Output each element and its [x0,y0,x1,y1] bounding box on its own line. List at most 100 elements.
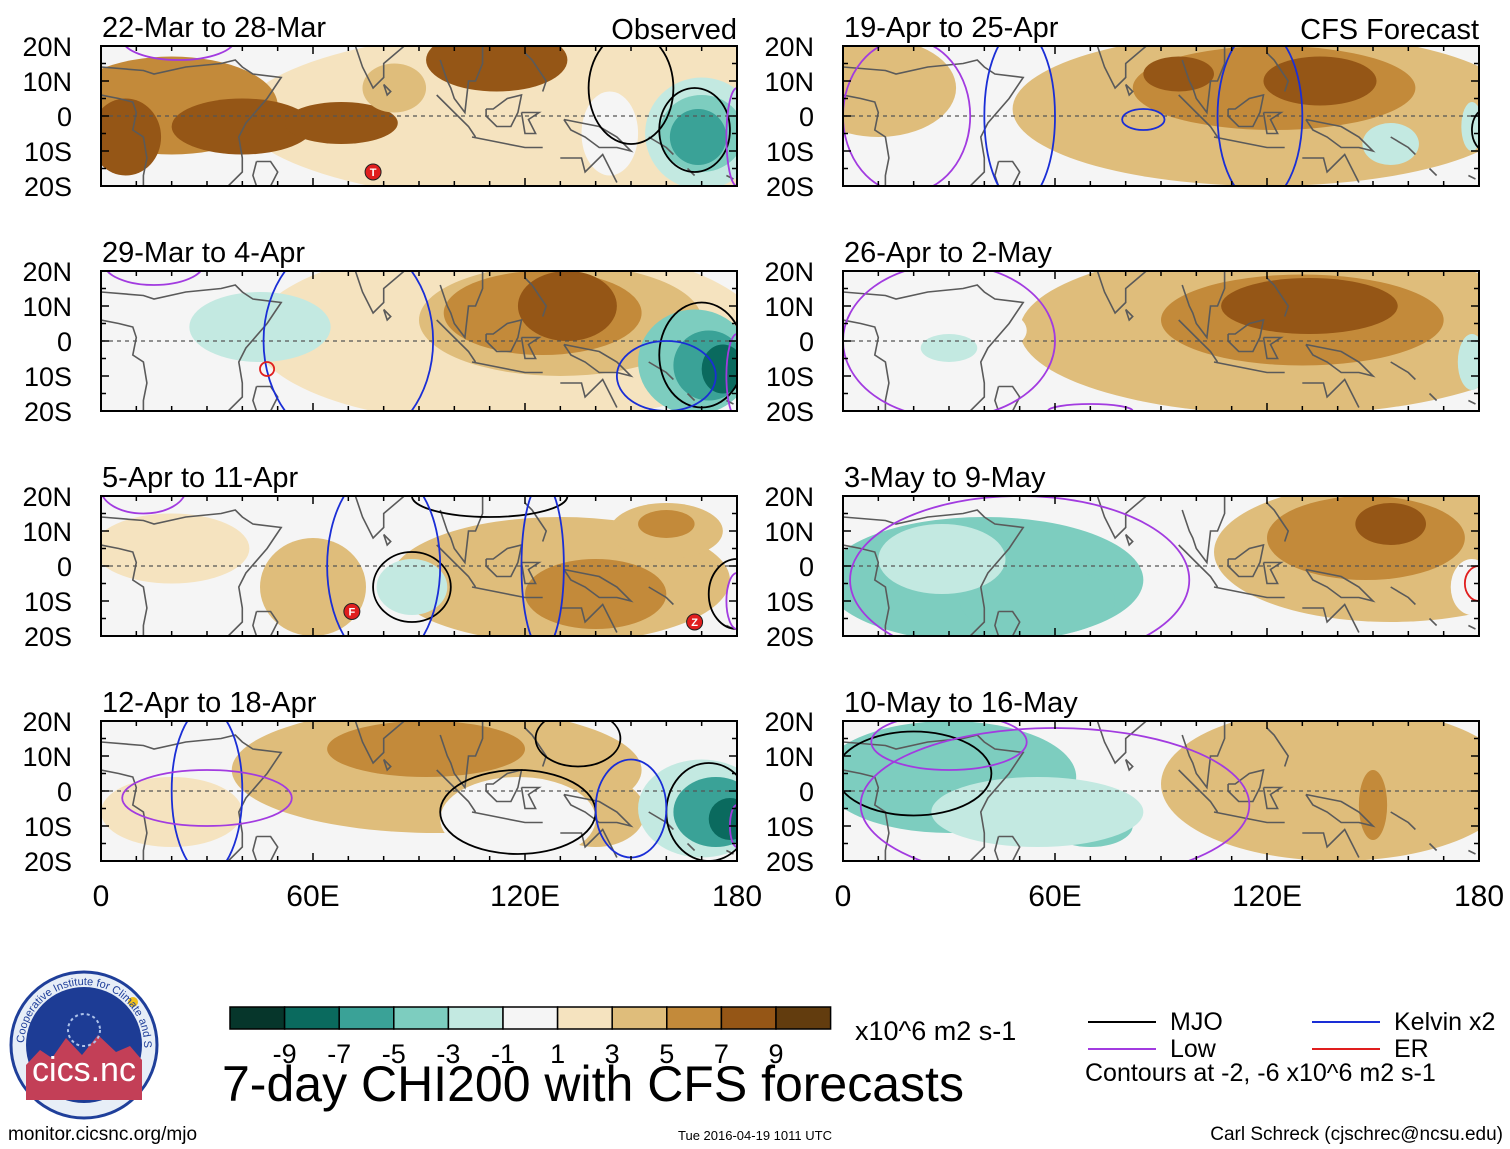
lat-label: 0 [57,552,72,582]
coastline [563,793,634,828]
anomaly-shading [101,777,243,847]
lat-label: 20S [766,172,814,202]
contour-legend: MJO Kelvin x2 Low ER [1088,1008,1495,1063]
lat-label: 0 [799,102,814,132]
map-panel: 3-May to 9-May 20N 10N 0 10S 20S [764,462,1480,652]
coastline [485,318,523,353]
lon-label: 180 [712,880,762,913]
lat-label: 10S [766,812,814,842]
anomaly-shading [171,98,313,155]
panel-date-label: 5-Apr to 11-Apr [102,462,298,494]
coastline [101,734,283,861]
coastline [563,118,634,153]
low-contour [725,333,737,411]
coastline [320,496,406,540]
lat-label: 10N [764,292,814,322]
field-layer: FZ [101,496,737,636]
coastline [648,586,674,606]
coastline [1181,496,1226,565]
coastline [1305,343,1376,378]
coastline [1124,533,1134,547]
coastline [524,727,548,767]
coastline [726,174,734,180]
coastline [1213,361,1285,374]
footer-url: monitor.cicsnc.org/mjo [8,1124,197,1145]
lat-label: 0 [57,327,72,357]
map-panel: 29-Mar to 4-Apr 20N 10N 0 10S 20S [22,237,738,427]
lon-label: 120E [1232,880,1302,913]
cyclone-label: Z [691,617,698,629]
colorbar-tick-label: -9 [273,1039,297,1069]
coastline [1178,769,1219,813]
lon-label: 60E [286,880,339,913]
lat-label: 0 [799,552,814,582]
panel-date-label: 10-May to 16-May [844,687,1078,719]
lat-label: 10S [24,812,72,842]
kelvin-contour [326,496,442,636]
coastline [1213,136,1285,149]
satellite-orbit-icon [67,1013,101,1047]
colorbar-tick-label: -1 [491,1039,515,1069]
coastline [1227,543,1265,578]
lat-label: 20N [22,32,72,62]
field-layer [843,721,1479,861]
coastline [439,46,484,115]
coastline [520,336,542,360]
panel-tag: CFS Forecast [1300,14,1479,46]
colorbar-tick-label: -3 [436,1039,460,1069]
coastline [252,160,279,186]
coastline [1305,118,1376,153]
coastline [1305,793,1376,828]
cyclone-label: F [348,607,355,619]
kelvin-contour [170,721,244,861]
panel-date-label: 29-Mar to 4-Apr [102,237,305,269]
kelvin-contour [262,271,435,411]
lat-label: 20S [24,622,72,652]
coastline [252,610,279,636]
mjo-contour [707,558,737,630]
logo-text: cics.nc [32,1051,136,1089]
coastline [648,811,674,831]
coastline [1124,758,1134,772]
coastline [1178,544,1219,588]
coastline [471,136,543,149]
anomaly-shading [362,63,427,113]
colorbar: -9 -7 -5 -3 -1 1 3 5 7 9 [229,1006,832,1069]
anomaly-shading [284,102,398,144]
anomaly-shading [1461,102,1479,151]
coastline [101,94,148,186]
coastline [994,610,1021,636]
coastline [1262,111,1284,135]
anomaly-shading [1362,123,1419,165]
coastline [1262,561,1284,585]
coastline [439,271,484,340]
coastline [1062,271,1148,315]
legend-label: MJO [1170,1008,1223,1036]
lat-label: 0 [57,102,72,132]
low-contour [124,46,234,61]
lat-label: 0 [799,327,814,357]
contour-note: Contours at -2, -6 x10^6 m2 s-1 [1085,1059,1436,1087]
kelvin-contour [1216,46,1304,186]
coastline [843,59,1025,186]
map-panel: 10-May to 16-May 20N 10N 0 10S 20S 0 60E 120E 180 [764,687,1504,913]
lat-label: 20N [764,707,814,737]
main-title: 7-day CHI200 with CFS forecasts [222,1056,964,1112]
lat-label: 10N [764,517,814,547]
coastline [436,544,477,588]
mjo-contour [1471,110,1479,150]
legend-label: Low [1170,1035,1217,1063]
coastline [843,509,1025,636]
coastline [648,136,674,156]
coastline [439,496,484,565]
lat-label: 10N [22,742,72,772]
coastline [1428,842,1438,852]
lat-label: 10S [24,362,72,392]
coastline [436,94,477,138]
coastline [485,768,523,803]
anomaly-shading [1267,721,1479,805]
low-contour [870,721,1028,771]
coastline [320,271,406,315]
coastline [1428,392,1438,402]
